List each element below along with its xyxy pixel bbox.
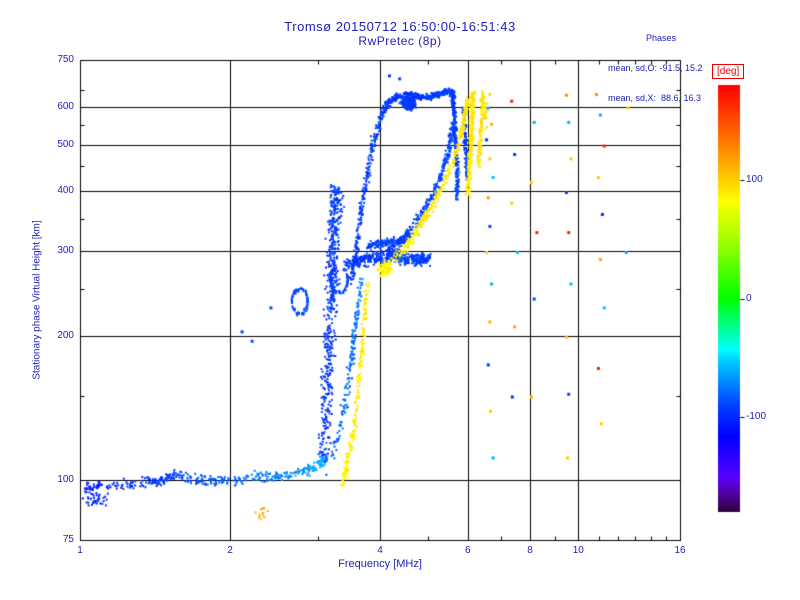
x-tick-label: 10: [572, 545, 584, 556]
x-tick-label: 8: [527, 545, 533, 556]
colorbar-tick-label: -100: [746, 411, 767, 423]
colorbar-tick-label: 100: [746, 173, 763, 185]
y-tick-label: 200: [57, 329, 74, 341]
colorbar-tick-label: 0: [746, 292, 752, 304]
phase-stats: Phases mean, sd,O: -91.5, 15.2 mean, sd,…: [608, 13, 703, 123]
y-tick-label: 600: [57, 100, 74, 112]
y-tick-label: 750: [57, 54, 74, 65]
plot-title: Tromsø 20150712 16:50:00-16:51:43: [284, 19, 516, 34]
x-axis-label: Frequency [MHz]: [338, 558, 422, 570]
x-tick-label: 2: [227, 545, 233, 556]
phase-stats-title: Phases: [646, 33, 677, 43]
plot-subtitle: RwPretec (8p): [358, 34, 442, 48]
x-tick-label: 16: [674, 545, 686, 556]
colorbar-unit-label: [deg]: [712, 64, 745, 79]
y-tick-label: 400: [57, 185, 74, 197]
phase-stats-x-mode: mean, sd,X: 88.6, 16.3: [608, 93, 702, 103]
x-tick-label: 4: [377, 545, 383, 556]
y-tick-label: 75: [62, 534, 74, 545]
x-tick-label: 6: [464, 545, 471, 556]
y-tick-label: 100: [57, 474, 74, 486]
x-tick-label: 1: [77, 545, 83, 556]
y-tick-label: 500: [57, 138, 74, 150]
y-tick-label: 300: [57, 245, 74, 256]
phase-stats-o-mode: mean, sd,O: -91.5, 15.2: [608, 63, 703, 73]
